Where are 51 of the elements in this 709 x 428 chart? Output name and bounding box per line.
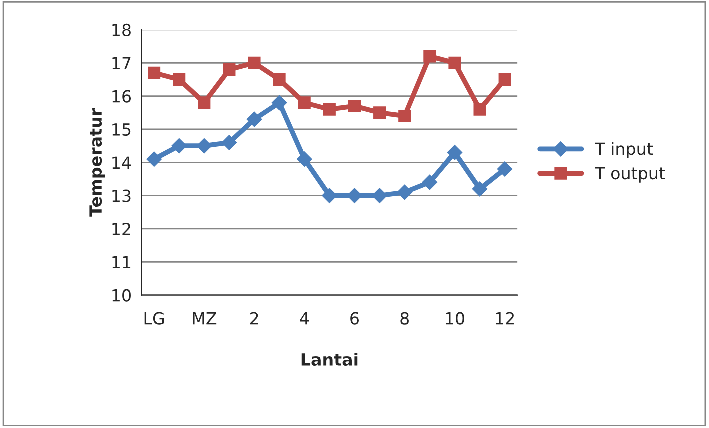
y-tick-label: 14: [112, 156, 132, 169]
x-axis-title: Lantai: [302, 353, 358, 366]
point: [273, 73, 286, 86]
point: [146, 152, 162, 167]
point: [172, 138, 187, 154]
y-tick-label: 16: [112, 90, 132, 103]
point: [248, 56, 261, 70]
point: [397, 184, 412, 200]
y-tick-label: 13: [112, 190, 131, 202]
x-tick-label: 8: [400, 312, 409, 325]
point: [322, 188, 338, 204]
x-tick-label: LG: [144, 312, 164, 325]
y-tick-label: 12: [112, 222, 130, 236]
point: [398, 110, 412, 122]
point: [272, 95, 288, 111]
y-tick-label: 18: [112, 24, 131, 37]
y-tick-label: 17: [112, 57, 131, 70]
x-tick-label: 10: [446, 312, 464, 325]
point: [298, 96, 311, 110]
point: [498, 73, 512, 86]
point: [196, 138, 212, 154]
x-tick-label: MZ: [193, 312, 217, 325]
point: [198, 96, 211, 110]
x-tick-label: 2: [250, 312, 258, 325]
point: [374, 106, 386, 120]
legend-label: T output: [595, 167, 666, 183]
point: [347, 188, 362, 204]
point: [246, 112, 262, 128]
x-tick-label: 4: [300, 312, 309, 325]
y-tick-label: 10: [112, 289, 131, 302]
point: [297, 152, 312, 167]
point: [173, 73, 186, 86]
point: [148, 66, 161, 80]
point: [348, 100, 361, 112]
point: [424, 50, 436, 63]
point: [323, 103, 336, 116]
point: [223, 64, 236, 76]
y-tick-label: 11: [112, 256, 131, 268]
y-axis-title: Temperatur: [90, 108, 106, 217]
point: [447, 145, 463, 160]
point: [474, 103, 486, 116]
x-tick-label: 6: [350, 312, 359, 325]
legend-label: T input: [595, 142, 654, 158]
point: [448, 56, 462, 70]
point: [222, 135, 238, 150]
y-tick-label: 15: [112, 124, 131, 136]
x-tick-label: 12: [496, 312, 514, 325]
point: [422, 174, 438, 190]
point: [372, 188, 388, 204]
point: [472, 182, 488, 197]
point: [497, 162, 513, 177]
